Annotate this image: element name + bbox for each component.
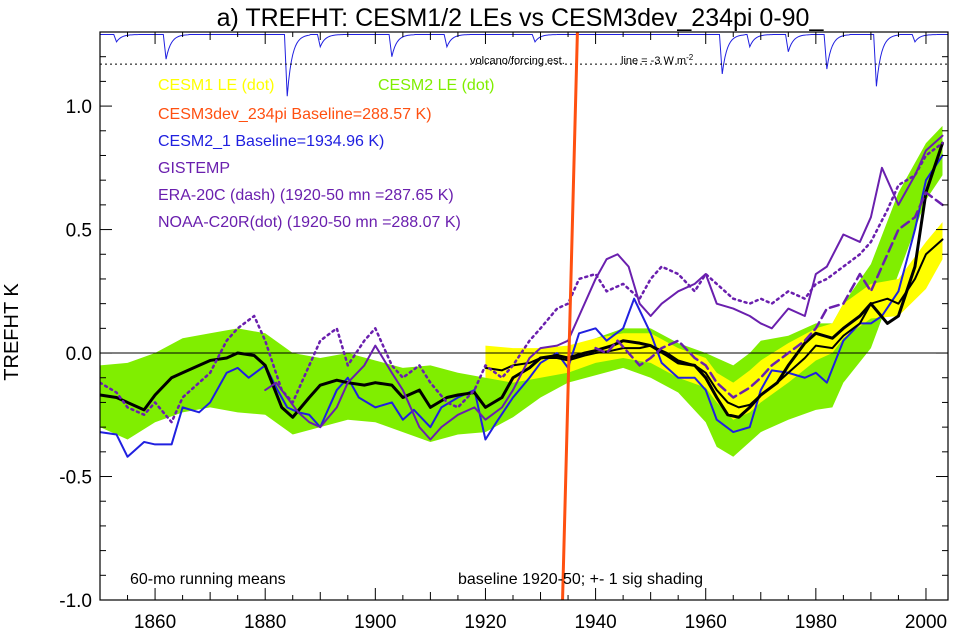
legend-entry: GISTEMP <box>158 160 230 177</box>
legend-entry: CESM2 LE (dot) <box>378 77 494 94</box>
volcano-forcing-label: volcano/forcing est. <box>470 55 565 67</box>
gistemp-line <box>264 134 944 441</box>
legend: CESM1 LE (dot) CESM2 LE (dot) CESM3dev_234… <box>158 77 494 231</box>
series-line-layer <box>100 32 944 600</box>
forcing-scale-label: line = -3 W m-2 <box>621 53 694 67</box>
noaa20cr-line <box>100 141 944 424</box>
legend-entry: CESM3dev_234pi Baseline=288.57 K) <box>158 106 432 123</box>
axes: 1860 1880 1900 1920 1940 1960 1980 2000 1.0 0.5 0.… <box>59 31 948 633</box>
y-tick-label: 1.0 <box>66 97 92 118</box>
y-tick-label: 0.0 <box>66 344 92 365</box>
cesm2-band-shading <box>100 125 943 457</box>
plot-frame <box>99 31 949 601</box>
cesm2-1-line <box>100 154 944 458</box>
y-tick-label: -1.0 <box>59 591 92 612</box>
x-tick-label: 1960 <box>685 612 727 633</box>
forcing-scale-superscript: -2 <box>686 53 694 62</box>
volcanic-forcing-layer <box>100 33 948 97</box>
legend-entry: ERA-20C (dash) (1920-50 mn =287.65 K) <box>158 187 454 204</box>
forcing-scale-text: line = -3 W m <box>621 55 686 67</box>
x-tick-label: 1920 <box>464 612 506 633</box>
baseline-note: baseline 1920-50; +- 1 sig shading <box>458 571 703 588</box>
x-tick-label: 1880 <box>244 612 286 633</box>
era20c-line <box>594 191 944 399</box>
y-tick-label: 0.5 <box>66 221 92 242</box>
x-tick-label: 1940 <box>574 612 616 633</box>
y-tick-label: -0.5 <box>59 468 92 489</box>
plot-area <box>100 32 948 600</box>
y-axis-label: TREFHT K <box>1 283 23 381</box>
x-tick-label: 1980 <box>795 612 837 633</box>
running-mean-note: 60-mo running means <box>130 571 286 588</box>
volcanic-forcing-line <box>100 33 948 97</box>
x-tick-label: 1900 <box>354 612 396 633</box>
cesm2-mean-line <box>100 141 944 419</box>
legend-entry: NOAA-C20R(dot) (1920-50 mn =288.07 K) <box>158 214 461 231</box>
cesm3dev-line <box>561 32 579 600</box>
x-tick-label: 1860 <box>134 612 176 633</box>
legend-entry: CESM1 LE (dot) <box>158 77 274 94</box>
chart-title: a) TREFHT: CESM1/2 LEs vs CESM3dev_234pi… <box>217 4 825 32</box>
cesm1-mean-line <box>484 238 944 409</box>
legend-entry: CESM2_1 Baseline=1934.96 K) <box>158 133 384 150</box>
x-tick-label: 2000 <box>905 612 947 633</box>
